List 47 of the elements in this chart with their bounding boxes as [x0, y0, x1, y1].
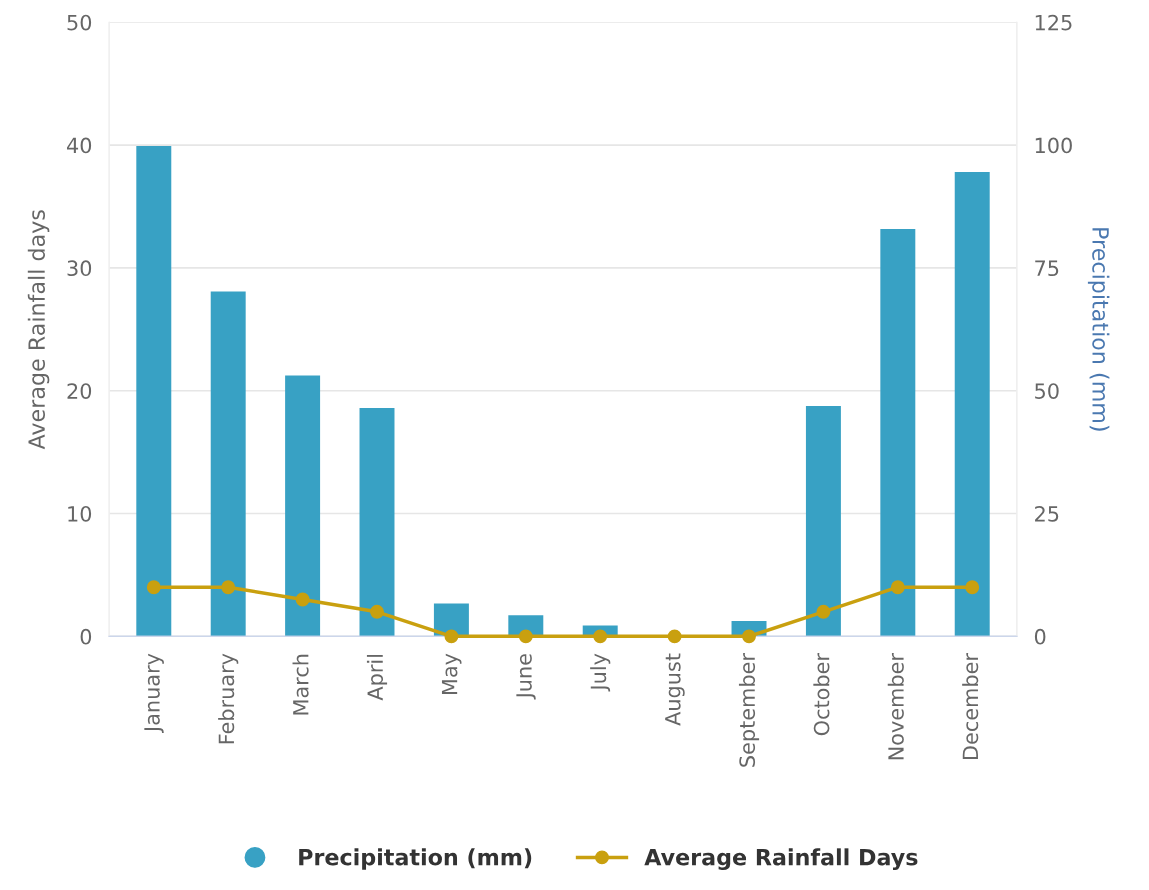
y2-tick-label: 50: [1035, 383, 1059, 399]
x-tick-label: September: [738, 653, 760, 767]
y-tick-label: 10: [68, 505, 92, 522]
point: [890, 580, 905, 595]
y2-tick-label: 75: [1035, 260, 1059, 277]
y-tick-label: 20: [67, 383, 92, 399]
bar: [210, 291, 246, 637]
x-tick-label: May: [441, 653, 462, 695]
y-tick-label: 40: [67, 137, 92, 154]
point: [146, 580, 161, 595]
y-tick-label: 0: [80, 628, 92, 645]
y2-tick-label: 125: [1035, 14, 1072, 31]
x-tick-label: February: [218, 653, 239, 744]
x-tick-label: March: [292, 654, 309, 715]
point: [816, 604, 831, 619]
point: [444, 629, 459, 644]
y2-axis-title: Precipitation (mm): [1087, 228, 1110, 431]
x-tick-label: April: [366, 654, 388, 701]
point: [742, 629, 756, 644]
y2-tick-label: 100: [1035, 137, 1072, 154]
bar: [136, 146, 172, 637]
x-tick-label: January: [144, 653, 164, 734]
y-tick-label: 50: [67, 14, 92, 31]
legend-label: Precipitation (mm): [299, 848, 532, 870]
bar: [880, 229, 916, 637]
bar: [359, 407, 395, 637]
y-tick-label: 30: [67, 260, 92, 277]
y2-tick-label: 0: [1034, 628, 1046, 645]
x-tick-label: October: [813, 653, 830, 736]
bar: [954, 172, 990, 637]
x-tick-label: November: [887, 653, 904, 760]
legend-label: Average Rainfall Days: [644, 848, 918, 870]
x-tick-label: July: [590, 653, 611, 692]
point: [965, 580, 980, 595]
point: [295, 592, 310, 607]
x-tick-label: December: [962, 653, 979, 760]
bar: [285, 375, 321, 637]
y2-tick-label: 25: [1035, 505, 1059, 522]
y-axis-title: Average Rainfall days: [27, 210, 50, 450]
point: [370, 604, 384, 619]
point: [221, 580, 236, 595]
bar: [805, 405, 841, 637]
point: [593, 629, 608, 644]
point: [667, 629, 682, 644]
x-tick-label: June: [516, 654, 536, 700]
x-tick-label: August: [665, 653, 685, 726]
point: [518, 629, 533, 644]
